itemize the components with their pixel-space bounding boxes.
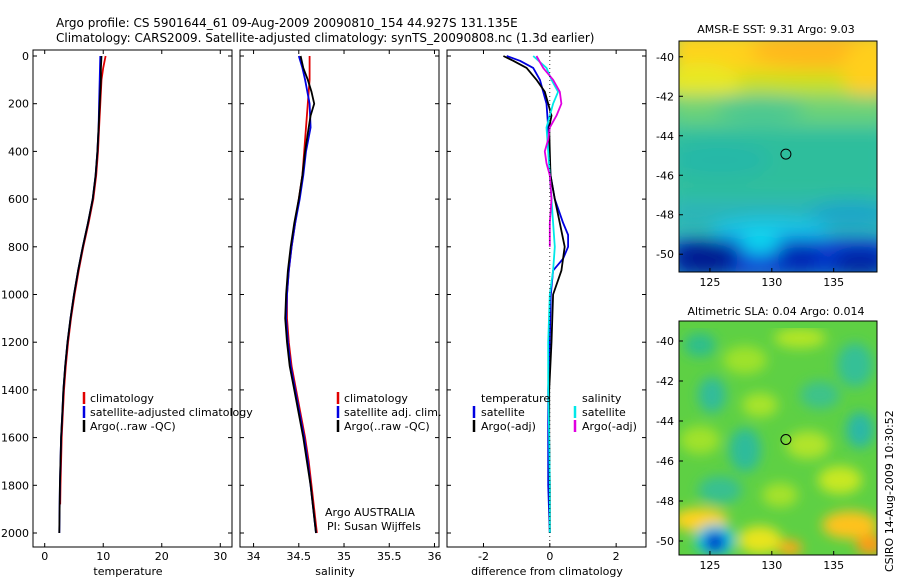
legend-label-argo: Argo(..raw -QC) [344, 420, 430, 433]
y-tick-label: 1400 [1, 384, 29, 397]
map-x-tick-label: 125 [699, 559, 720, 572]
sla-float-position-marker [780, 434, 792, 445]
x-tick-label: 36 [427, 550, 441, 563]
legend-label-climatology: climatology [90, 392, 154, 405]
legend-label-satellite: satellite-adjusted climatology [90, 406, 253, 419]
x-tick-label: 34 [247, 550, 261, 563]
legend-label-climatology: climatology [344, 392, 408, 405]
salinity-axes: 34 34.5 35 35.5 36 [240, 50, 441, 563]
series-line-argo [58, 55, 103, 534]
legend-title-temperature: temperature [481, 392, 550, 405]
map-y-tick-label: -44 [656, 415, 674, 428]
difference-axes: -2 0 2 [447, 50, 646, 563]
map-y-tick-label: -46 [656, 169, 674, 182]
map-y-tick-label: -50 [656, 535, 674, 548]
series-line-argo [284, 55, 317, 534]
x-tick-label: 30 [213, 550, 227, 563]
map-y-tick-label: -40 [656, 335, 674, 348]
y-tick-label: 2000 [1, 527, 29, 540]
sst-map-title: AMSR-E SST: 9.31 Argo: 9.03 [697, 23, 855, 36]
series-line-salinity_argo [535, 55, 563, 247]
legend-label-sal-satellite: satellite [582, 406, 626, 419]
difference-xlabel: difference from climatology [471, 565, 623, 578]
x-tick-label: 0 [41, 550, 48, 563]
x-tick-label: -2 [478, 550, 489, 563]
map-y-tick-label: -42 [656, 375, 674, 388]
map-y-tick-label: -44 [656, 130, 674, 143]
x-tick-label: 0 [546, 550, 553, 563]
legend-label-sal-argo: Argo(-adj) [582, 420, 637, 433]
csiro-timestamp: CSIRO 14-Aug-2009 10:30:52 [883, 410, 896, 572]
legend-label-temp-satellite: satellite [481, 406, 525, 419]
sla-map-image [679, 321, 877, 555]
series-line-argo [503, 55, 566, 533]
x-tick-label: 20 [155, 550, 169, 563]
y-tick-label: 1800 [1, 479, 29, 492]
map-x-tick-label: 135 [823, 276, 844, 289]
temperature-xlabel: temperature [93, 565, 162, 578]
y-tick-label: 1000 [1, 289, 29, 302]
y-tick-label: 800 [8, 241, 29, 254]
figure-title-line1: Argo profile: CS 5901644_61 09-Aug-2009 … [56, 16, 518, 30]
y-tick-label: 1200 [1, 336, 29, 349]
map-y-tick-label: -48 [656, 495, 674, 508]
figure-title-line2: Climatology: CARS2009. Satellite-adjuste… [56, 31, 594, 45]
credit-line2: PI: Susan Wijffels [327, 520, 421, 533]
legend-label-temp-argo: Argo(-adj) [481, 420, 536, 433]
map-x-tick-label: 125 [699, 276, 720, 289]
y-tick-label: 0 [22, 50, 29, 63]
map-y-tick-label: -40 [656, 51, 674, 64]
temperature-axes: 0 10 20 30 0 200 400 600 800 1000 1200 1400 1600 1800… [1, 50, 232, 563]
temperature-legend: climatology satellite-adjusted climatolo… [82, 392, 253, 433]
y-tick-label: 600 [8, 193, 29, 206]
map-y-tick-label: -50 [656, 248, 674, 261]
x-tick-label: 2 [613, 550, 620, 563]
map-x-tick-label: 135 [823, 559, 844, 572]
legend-label-argo: Argo(..raw -QC) [90, 420, 176, 433]
x-tick-label: 35 [337, 550, 351, 563]
x-tick-label: 10 [96, 550, 110, 563]
sla-map-title: Altimetric SLA: 0.04 Argo: 0.014 [687, 305, 864, 318]
series-line-salinity_satellite [532, 55, 559, 533]
map-y-tick-label: -46 [656, 455, 674, 468]
sla-map-frame [678, 320, 878, 556]
map-x-tick-label: 130 [761, 559, 782, 572]
y-tick-label: 200 [8, 98, 29, 111]
salinity-xlabel: salinity [315, 565, 355, 578]
credit-line1: Argo AUSTRALIA [325, 506, 415, 519]
y-tick-label: 1600 [1, 432, 29, 445]
temperature-panel [32, 49, 233, 548]
map-y-tick-label: -48 [656, 209, 674, 222]
map-x-tick-label: 130 [761, 276, 782, 289]
legend-label-satellite: satellite adj. clim. [344, 406, 441, 419]
difference-legend: temperature satellite Argo(-adj) salinit… [472, 392, 637, 433]
sst-float-position-marker [780, 148, 792, 160]
x-tick-label: 34.5 [287, 550, 312, 563]
map-y-tick-label: -42 [656, 90, 674, 103]
salinity-legend: climatology satellite adj. clim. Argo(..… [336, 392, 441, 433]
sst-map-frame [678, 40, 878, 273]
y-tick-label: 400 [8, 145, 29, 158]
salinity-panel [239, 49, 440, 548]
x-tick-label: 35.5 [377, 550, 402, 563]
sla-map-axes: 125 130 135 -40 -42 -44 -46 -48 -50 [656, 335, 844, 572]
legend-title-salinity: salinity [582, 392, 622, 405]
sst-map-image [679, 41, 877, 272]
sst-map-axes: 125 130 135 -40 -42 -44 -46 -48 -50 [656, 51, 844, 289]
